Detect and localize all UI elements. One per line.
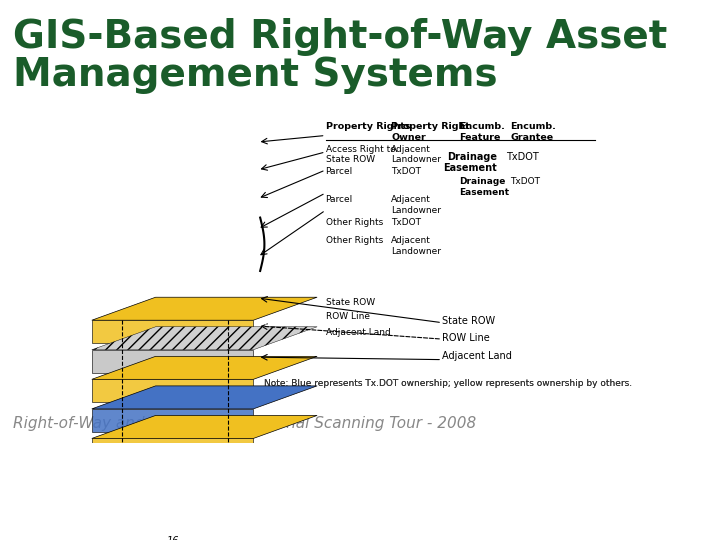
Text: Other Rights: Other Rights xyxy=(325,218,383,227)
Text: Encumb.
Feature: Encumb. Feature xyxy=(459,122,505,141)
Text: Drainage
Easement: Drainage Easement xyxy=(444,152,498,173)
Text: 16: 16 xyxy=(166,536,179,540)
Text: Management Systems: Management Systems xyxy=(13,56,498,94)
Text: Other Rights: Other Rights xyxy=(325,237,383,246)
Polygon shape xyxy=(92,504,317,527)
Polygon shape xyxy=(92,497,253,521)
Text: State ROW: State ROW xyxy=(325,298,374,307)
Polygon shape xyxy=(92,438,253,462)
Polygon shape xyxy=(92,415,317,438)
Text: Adjacent Land: Adjacent Land xyxy=(325,328,390,338)
Polygon shape xyxy=(92,327,317,350)
Text: Right-of-Way and Utilities International Scanning Tour - 2008: Right-of-Way and Utilities International… xyxy=(13,416,476,431)
Text: Adjacent Land: Adjacent Land xyxy=(442,352,512,361)
Text: Property Right
Owner: Property Right Owner xyxy=(391,122,470,141)
Text: Note: Blue represents Tx.DOT ownership; yellow represents ownership by others.: Note: Blue represents Tx.DOT ownership; … xyxy=(264,379,631,388)
Text: TxDOT: TxDOT xyxy=(391,167,421,176)
Text: TxDOT: TxDOT xyxy=(506,152,539,162)
Polygon shape xyxy=(92,297,317,320)
Text: TxDOT: TxDOT xyxy=(391,218,421,227)
Polygon shape xyxy=(92,350,253,373)
Text: ROW Line: ROW Line xyxy=(442,333,490,342)
Polygon shape xyxy=(92,386,317,409)
Text: Property Rights: Property Rights xyxy=(325,122,410,131)
Polygon shape xyxy=(92,445,317,468)
Circle shape xyxy=(163,531,183,540)
Polygon shape xyxy=(92,356,317,379)
Text: Access Right to
State ROW: Access Right to State ROW xyxy=(325,145,395,164)
Polygon shape xyxy=(92,379,253,402)
Text: Parcel: Parcel xyxy=(325,195,353,205)
Text: TxDOT: TxDOT xyxy=(510,177,540,186)
Text: Encumb.
Grantee: Encumb. Grantee xyxy=(510,122,556,141)
Text: State ROW: State ROW xyxy=(442,316,495,326)
Polygon shape xyxy=(92,409,253,432)
Text: ROW Line: ROW Line xyxy=(325,312,369,321)
Text: GIS-Based Right-of-Way Asset: GIS-Based Right-of-Way Asset xyxy=(13,18,667,56)
Text: Adjacent
Landowner: Adjacent Landowner xyxy=(391,195,441,215)
Text: Adjacent
Landowner: Adjacent Landowner xyxy=(391,145,441,164)
Text: Drainage
Easement: Drainage Easement xyxy=(459,177,509,197)
Polygon shape xyxy=(92,320,253,343)
Polygon shape xyxy=(92,468,253,491)
Text: Adjacent
Landowner: Adjacent Landowner xyxy=(391,237,441,256)
Text: Parcel: Parcel xyxy=(325,167,353,176)
Text: Note: Blue represents Tx.DOT ownership; yellow represents ownership by others.: Note: Blue represents Tx.DOT ownership; … xyxy=(264,379,631,388)
Polygon shape xyxy=(92,475,317,497)
